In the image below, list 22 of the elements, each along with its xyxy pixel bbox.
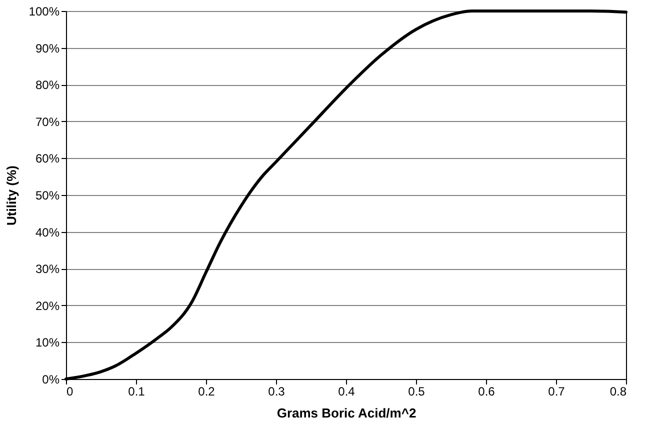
y-tick-label: 10%: [35, 336, 60, 350]
y-tick-label: 80%: [35, 78, 60, 92]
x-axis-title: Grams Boric Acid/m^2: [276, 406, 416, 420]
x-tick-label: 0.5: [408, 384, 426, 398]
y-tick-label: 30%: [35, 262, 60, 276]
x-tick-label: 0.1: [128, 384, 146, 398]
x-tick-label: 0.7: [548, 384, 566, 398]
y-tick-label: 0%: [42, 372, 60, 386]
y-tick-label: 100%: [28, 4, 60, 18]
y-tick-label: 20%: [35, 298, 60, 313]
x-tick-label: 0.8: [610, 384, 627, 398]
x-tick-label: 0.2: [198, 384, 216, 398]
y-tick-label: 70%: [35, 114, 60, 129]
y-tick-label: 40%: [35, 225, 60, 240]
y-tick-label: 50%: [35, 188, 60, 202]
x-tick-label: 0.6: [478, 384, 496, 398]
x-tick-label: 0.3: [268, 384, 286, 398]
y-tick-label: 60%: [35, 152, 60, 166]
y-tick-label: 90%: [35, 41, 60, 56]
y-axis-title: Utility (%): [4, 166, 19, 226]
x-tick-label: 0: [66, 384, 74, 398]
x-tick-label: 0.4: [338, 384, 356, 398]
